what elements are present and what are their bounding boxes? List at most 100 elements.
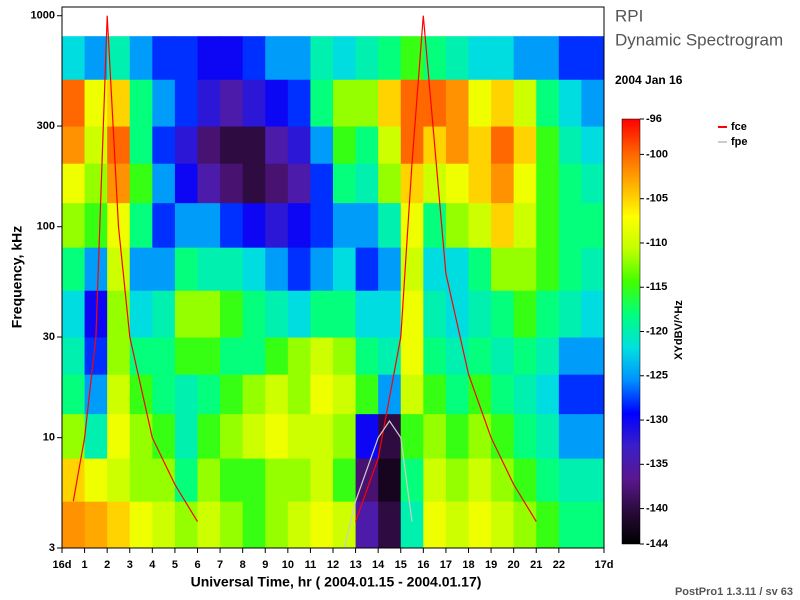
heat-cell	[355, 413, 379, 459]
heat-cell	[287, 290, 311, 338]
heat-cell	[558, 163, 582, 204]
heat-cell	[445, 413, 469, 459]
overlay	[72, 15, 537, 549]
heat-cell	[310, 202, 334, 248]
heat-cell	[400, 126, 424, 164]
heat-cell	[152, 458, 176, 502]
heat-cell	[513, 501, 537, 549]
heat-cell	[197, 337, 221, 375]
heat-cell	[333, 79, 357, 127]
x-tick-label: 13	[349, 559, 361, 571]
heat-cell	[129, 79, 153, 127]
heat-cell	[62, 337, 86, 375]
heat-cell	[197, 501, 221, 549]
heat-cell	[107, 126, 131, 164]
heat-cell	[333, 413, 357, 459]
heat-cell	[152, 36, 176, 80]
heat-cell	[558, 36, 582, 80]
heat-cell	[174, 374, 198, 415]
heat-cell	[581, 458, 605, 502]
heat-cell	[468, 458, 492, 502]
colorbar-tick-label: -125	[646, 370, 668, 382]
heat-cell	[558, 458, 582, 502]
colorbar-tick-label: -100	[646, 148, 668, 160]
heat-cell	[423, 337, 447, 375]
heat-cell	[265, 79, 289, 127]
heat-cell	[265, 337, 289, 375]
heat-cell	[220, 163, 244, 204]
heat-cell	[242, 247, 266, 291]
heat-cell	[491, 337, 515, 375]
y-axis-label: Frequency, kHz	[9, 226, 25, 328]
heat-cell	[287, 126, 311, 164]
y-tick-label: 1000	[31, 10, 55, 22]
heat-cell	[468, 374, 492, 415]
heat-cell	[491, 458, 515, 502]
heat-cell	[513, 163, 537, 204]
heat-cell	[197, 126, 221, 164]
heat-cell	[174, 290, 198, 338]
heat-cell	[310, 79, 334, 127]
heat-cell	[197, 290, 221, 338]
heat-cell	[445, 247, 469, 291]
x-tick-label: 9	[262, 559, 268, 571]
heat-cell	[265, 374, 289, 415]
x-tick-label: 20	[508, 559, 520, 571]
colorbar-tick-label: -130	[646, 414, 668, 426]
heat-cell	[445, 126, 469, 164]
heat-cell	[423, 501, 447, 549]
heat-cell	[242, 290, 266, 338]
heat-cell	[287, 337, 311, 375]
heat-cell	[107, 163, 131, 204]
heat-cell	[378, 501, 402, 549]
heat-cell	[107, 36, 131, 80]
heat-cell	[536, 247, 560, 291]
heat-cell	[84, 337, 108, 375]
heat-cell	[491, 126, 515, 164]
heat-cell	[174, 36, 198, 80]
heat-cell	[536, 36, 560, 80]
heat-cell	[355, 126, 379, 164]
heat-cell	[220, 501, 244, 549]
x-tick-label: 11	[305, 559, 317, 571]
heat-cell	[355, 290, 379, 338]
heat-cell	[197, 79, 221, 127]
heat-cell	[445, 163, 469, 204]
heat-cell	[445, 290, 469, 338]
legend-label: fpe	[731, 136, 748, 148]
heat-cell	[333, 337, 357, 375]
heat-cell	[378, 126, 402, 164]
y-tick-label: 300	[37, 120, 55, 132]
colorbar-tick-label: -110	[646, 237, 667, 249]
heat-cell	[242, 163, 266, 204]
heat-cell	[445, 202, 469, 248]
x-tick-label: 16	[417, 559, 429, 571]
heat-cell	[333, 247, 357, 291]
x-tick-label: 22	[553, 559, 565, 571]
x-tick-label: 7	[217, 559, 223, 571]
heat-cell	[400, 36, 424, 80]
heat-cell	[62, 501, 86, 549]
heat-cell	[423, 79, 447, 127]
heat-cell	[355, 247, 379, 291]
heat-cell	[400, 247, 424, 291]
heat-cell	[400, 374, 424, 415]
heat-cell	[310, 247, 334, 291]
heat-cell	[468, 501, 492, 549]
heat-cell	[558, 337, 582, 375]
heat-cell	[513, 36, 537, 80]
heat-cell	[287, 413, 311, 459]
heat-cell	[197, 374, 221, 415]
heat-cell	[152, 202, 176, 248]
footer: PostPro1 1.3.11 / sv 63	[675, 586, 793, 598]
x-tick-label: 4	[149, 559, 156, 571]
heat-cell	[536, 458, 560, 502]
heat-cell	[310, 126, 334, 164]
heat-cell	[84, 126, 108, 164]
heat-cell	[220, 79, 244, 127]
heat-cell	[378, 290, 402, 338]
heat-cell	[468, 337, 492, 375]
heat-cell	[287, 163, 311, 204]
heatmap	[62, 36, 605, 549]
